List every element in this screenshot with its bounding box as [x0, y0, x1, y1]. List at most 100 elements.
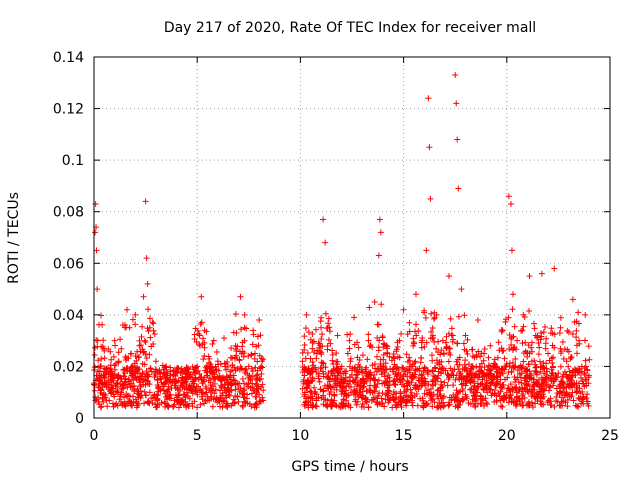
data-point [91, 351, 98, 358]
data-point [580, 395, 587, 402]
data-point [468, 366, 475, 373]
y-tick-label: 0.06 [53, 256, 84, 272]
data-point [315, 340, 322, 347]
data-point [444, 382, 451, 389]
data-point [425, 381, 432, 388]
data-point [455, 375, 462, 382]
data-point [137, 342, 144, 349]
data-point [410, 335, 417, 342]
data-point [317, 386, 324, 393]
data-point [200, 335, 207, 342]
data-point [483, 399, 490, 406]
data-point [322, 396, 329, 403]
data-point [125, 398, 132, 405]
data-point [217, 403, 224, 410]
data-point [199, 396, 206, 403]
data-point [367, 375, 374, 382]
data-point [412, 291, 419, 298]
data-point [496, 347, 503, 354]
data-point [352, 398, 359, 405]
data-point [438, 347, 445, 354]
data-point [197, 385, 204, 392]
data-point [118, 385, 125, 392]
data-point [484, 401, 491, 408]
data-point [322, 239, 329, 246]
data-point [413, 332, 420, 339]
data-point [138, 392, 145, 399]
data-point [370, 376, 377, 383]
data-point [408, 389, 415, 396]
data-point [532, 400, 539, 407]
data-point [571, 369, 578, 376]
data-point [231, 400, 238, 407]
data-point [129, 368, 136, 375]
data-point [374, 399, 381, 406]
data-point [329, 351, 336, 358]
data-point [112, 360, 119, 367]
data-point [516, 370, 523, 377]
data-point [324, 385, 331, 392]
data-point [393, 346, 400, 353]
data-point [360, 394, 367, 401]
data-point [359, 400, 366, 407]
data-point [478, 350, 485, 357]
data-point [464, 350, 471, 357]
data-point [252, 401, 259, 408]
data-point [437, 384, 444, 391]
data-point [395, 366, 402, 373]
data-point [401, 383, 408, 390]
data-point [171, 371, 178, 378]
data-point [257, 375, 264, 382]
y-tick-label: 0.08 [53, 205, 84, 221]
data-point [174, 366, 181, 373]
data-point [485, 354, 492, 361]
data-point [567, 355, 574, 362]
data-point [108, 356, 115, 363]
data-point [446, 401, 453, 408]
data-point [380, 340, 387, 347]
data-point [183, 376, 190, 383]
data-point [255, 383, 262, 390]
data-point [115, 372, 122, 379]
data-point [231, 355, 238, 362]
data-point [429, 357, 436, 364]
data-point [412, 321, 419, 328]
data-point [429, 367, 436, 374]
data-point [305, 365, 312, 372]
data-point [123, 355, 130, 362]
data-point [258, 371, 265, 378]
data-point [451, 397, 458, 404]
data-point [253, 375, 260, 382]
data-point [259, 381, 266, 388]
data-point [497, 380, 504, 387]
data-point [446, 345, 453, 352]
data-point [324, 382, 331, 389]
data-point [518, 327, 525, 334]
data-point [203, 328, 210, 335]
data-point [199, 380, 206, 387]
data-point [576, 385, 583, 392]
data-point [134, 385, 141, 392]
data-point [428, 310, 435, 317]
data-point [431, 315, 438, 322]
data-point [557, 314, 564, 321]
data-point [573, 334, 580, 341]
data-point [324, 346, 331, 353]
data-point [539, 364, 546, 371]
data-point [464, 336, 471, 343]
data-point [487, 367, 494, 374]
data-point [382, 379, 389, 386]
data-point [97, 377, 104, 384]
data-point [492, 361, 499, 368]
data-point [446, 273, 453, 280]
data-point [459, 373, 466, 380]
data-point [491, 398, 498, 405]
data-point [359, 384, 366, 391]
data-point [232, 381, 239, 388]
data-point [433, 345, 440, 352]
data-point [238, 326, 245, 333]
data-point [229, 362, 236, 369]
data-point [130, 377, 137, 384]
data-point [497, 369, 504, 376]
data-point [326, 328, 333, 335]
